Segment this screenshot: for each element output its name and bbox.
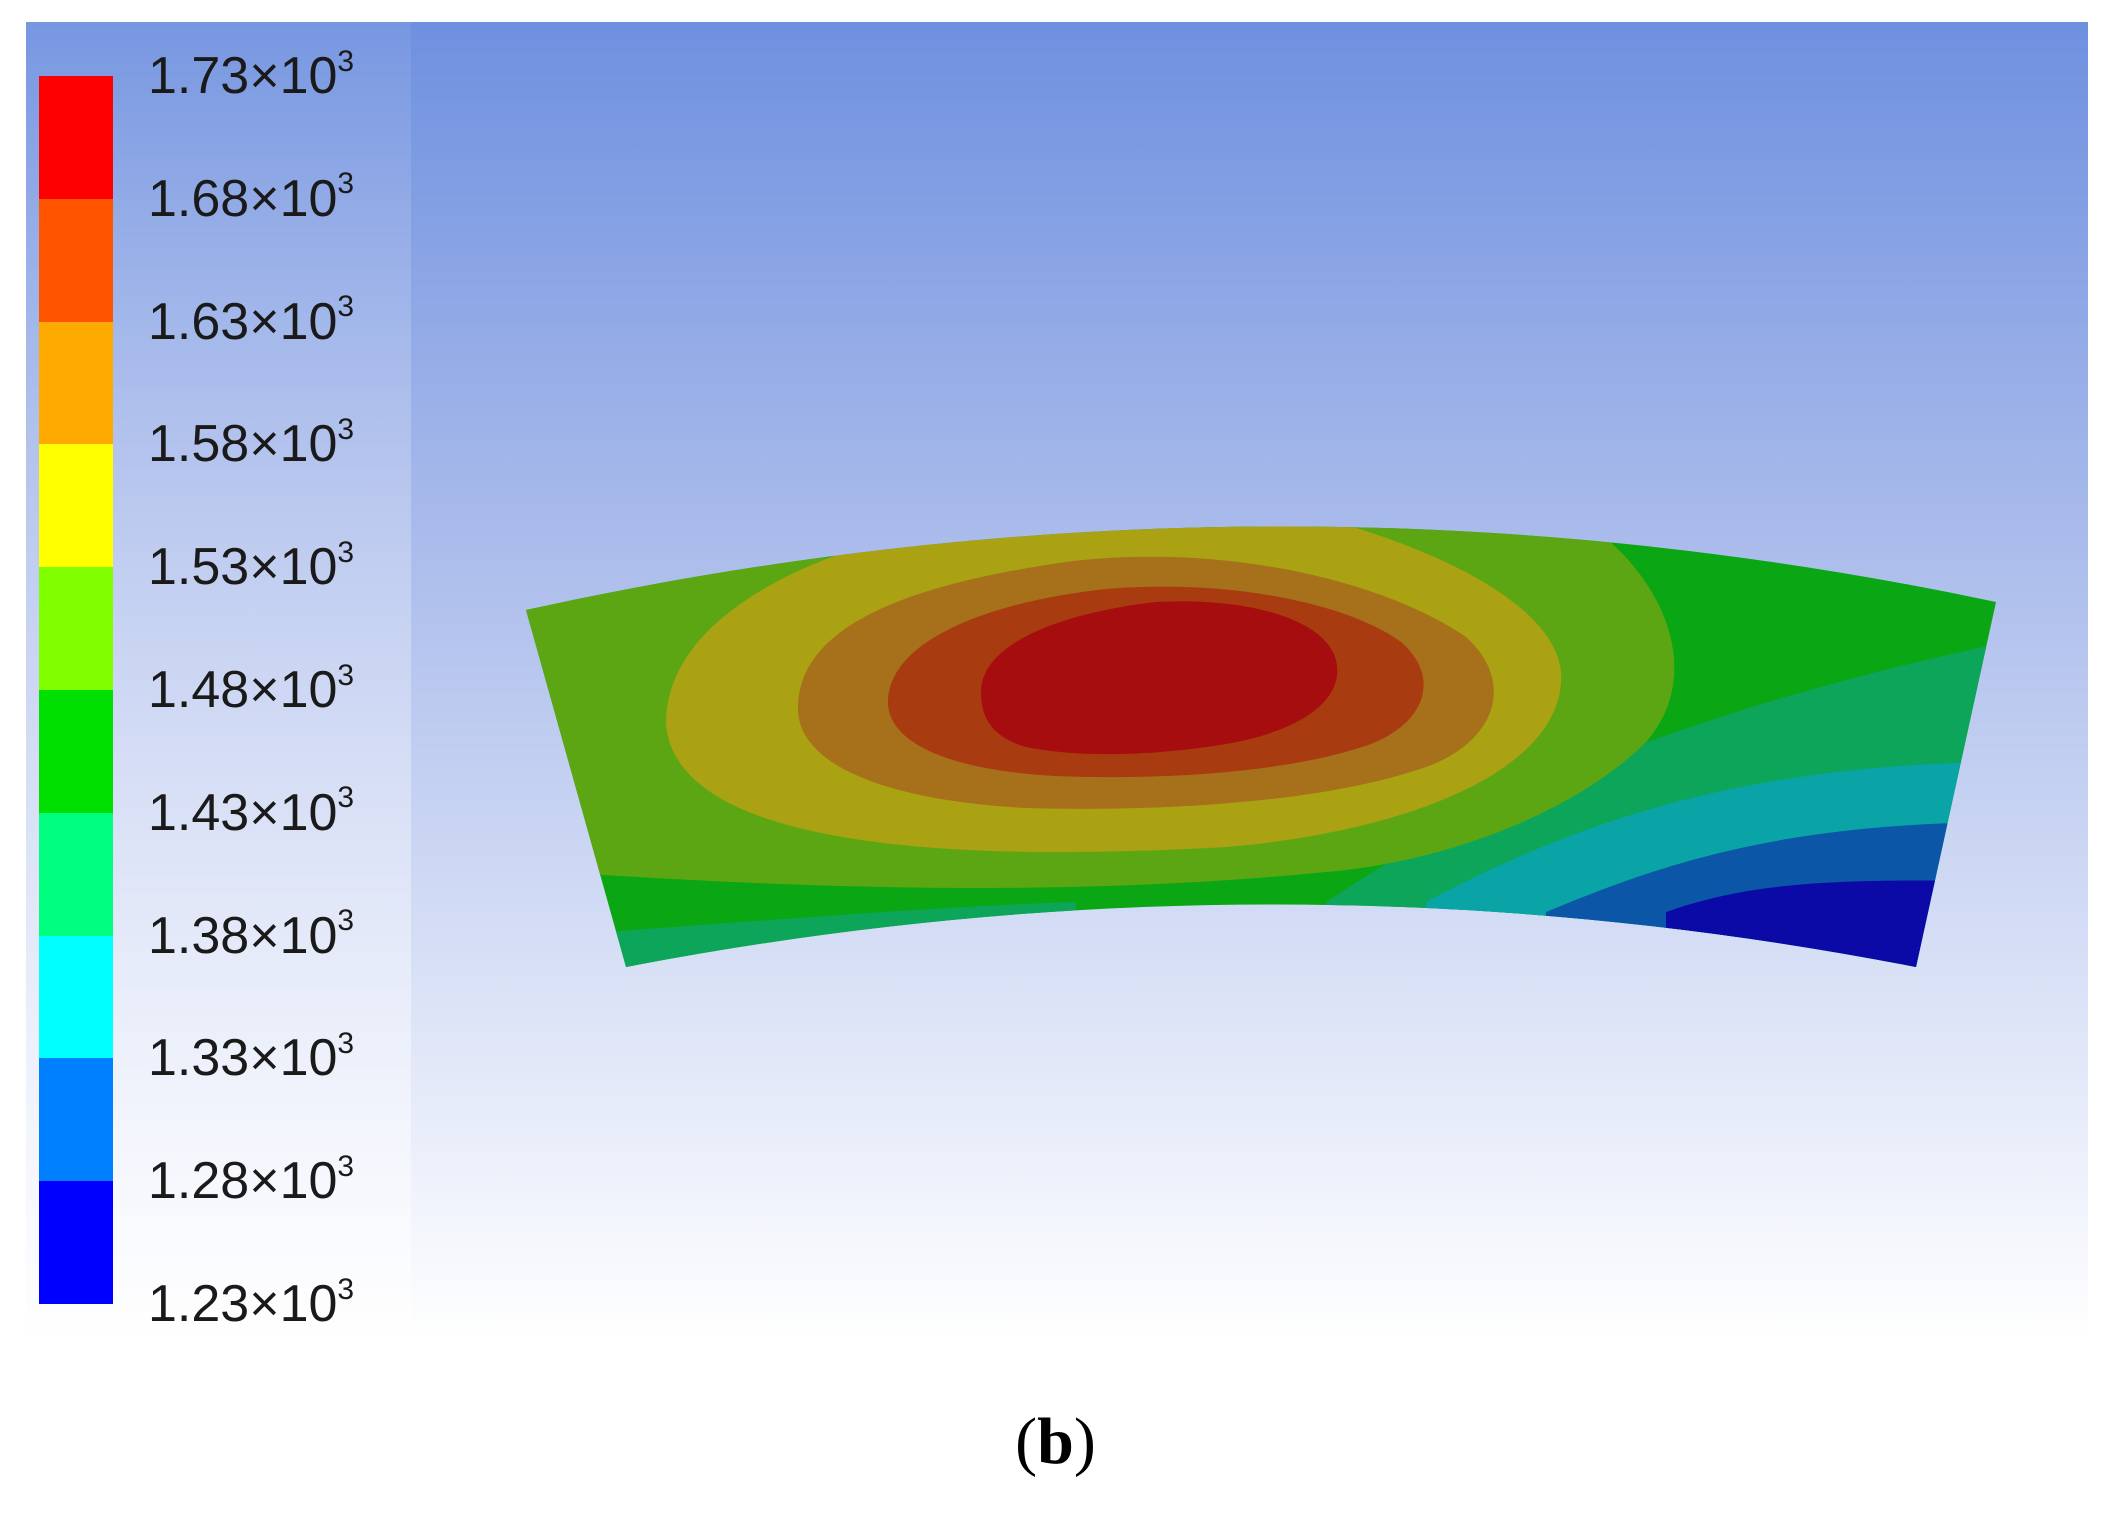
colorbar-segment (39, 1058, 113, 1182)
colorbar-segment (39, 444, 113, 568)
colorbar-segment (39, 76, 113, 200)
colorbar-tick-label: 1.23×103 (148, 1272, 355, 1333)
colorbar-tick-label: 1.63×103 (148, 290, 355, 351)
colorbar-segment (39, 935, 113, 1059)
colorbar-segment (39, 690, 113, 814)
colorbar (39, 76, 113, 1305)
colorbar-tick-label: 1.38×103 (148, 904, 355, 965)
figure-caption: (b) (1015, 1405, 1096, 1478)
legend-panel: 1.73×103 1.68×103 1.63×103 1.58×103 1.53×103… (26, 22, 411, 1342)
colorbar-tick-label: 1.53×103 (148, 535, 355, 597)
contour-plot (526, 526, 1996, 967)
colorbar-tick-label: 1.73×103 (148, 44, 355, 105)
field-band-1730 (981, 601, 1338, 755)
contour-bands (526, 526, 1996, 967)
colorbar-tick-label: 1.33×103 (148, 1027, 355, 1088)
colorbar-segment (39, 321, 113, 445)
caption-label: b (1037, 1405, 1074, 1478)
colorbar-tick-label: 1.48×103 (148, 658, 355, 719)
colorbar-tick-label: 1.43×103 (148, 781, 355, 842)
colorbar-tick-label: 1.58×103 (148, 413, 355, 474)
colorbar-segment (39, 812, 113, 937)
colorbar-tick-label: 1.68×103 (148, 167, 355, 228)
colorbar-segment (39, 567, 113, 691)
colorbar-segment (39, 198, 113, 323)
colorbar-tick-label: 1.28×103 (148, 1149, 355, 1211)
colorbar-segment (39, 1181, 113, 1305)
render-viewport: 1.73×103 1.68×103 1.63×103 1.58×103 1.53×103… (26, 22, 2088, 1342)
